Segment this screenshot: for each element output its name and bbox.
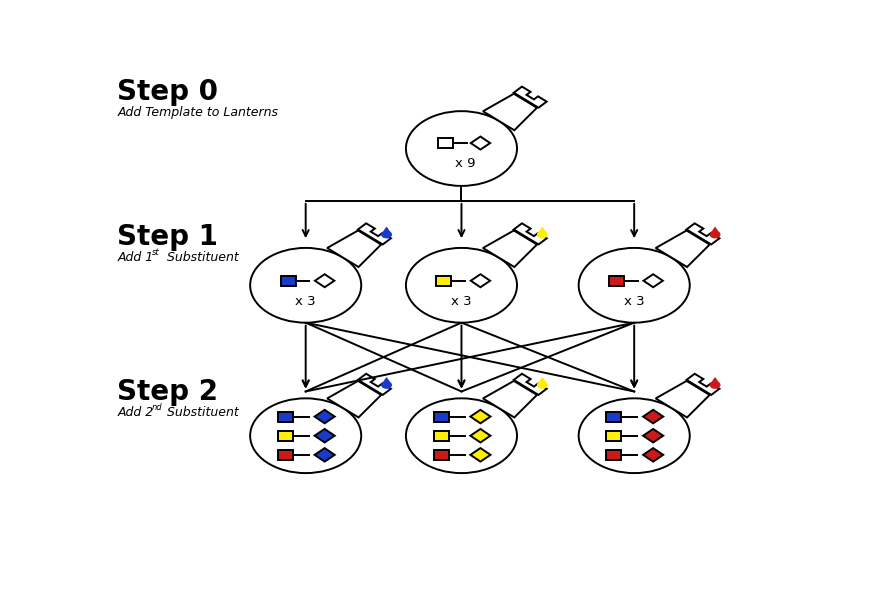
Polygon shape [327, 230, 381, 267]
Polygon shape [643, 429, 663, 442]
Circle shape [382, 231, 392, 238]
Circle shape [382, 382, 392, 388]
Text: st: st [152, 249, 160, 258]
Polygon shape [483, 230, 537, 267]
Circle shape [406, 398, 517, 473]
Polygon shape [656, 230, 710, 267]
Text: Step 1: Step 1 [117, 223, 218, 252]
Polygon shape [538, 227, 546, 234]
Circle shape [579, 248, 690, 323]
Circle shape [538, 382, 547, 388]
Bar [278, 450, 293, 460]
Polygon shape [315, 448, 335, 462]
Bar [607, 450, 621, 460]
Text: Step 0: Step 0 [117, 78, 218, 105]
Text: Substituent: Substituent [163, 252, 239, 265]
Polygon shape [483, 94, 537, 130]
Bar [436, 276, 451, 286]
Circle shape [711, 382, 720, 388]
Polygon shape [656, 381, 710, 417]
Polygon shape [315, 410, 335, 423]
Polygon shape [711, 378, 719, 384]
Text: Step 2: Step 2 [117, 378, 218, 406]
Bar [434, 411, 448, 422]
Polygon shape [711, 227, 719, 234]
Bar [607, 431, 621, 440]
Circle shape [406, 111, 517, 186]
Text: Add Template to Lanterns: Add Template to Lanterns [117, 107, 279, 120]
Polygon shape [470, 448, 490, 462]
Polygon shape [470, 429, 490, 442]
Bar [609, 276, 624, 286]
Text: x 3: x 3 [295, 295, 316, 308]
Polygon shape [643, 448, 663, 462]
Polygon shape [383, 227, 391, 234]
Bar [278, 431, 293, 440]
Bar [607, 411, 621, 422]
Text: Add 2: Add 2 [117, 407, 154, 419]
Text: Substituent: Substituent [163, 407, 239, 419]
Bar [278, 411, 293, 422]
Text: x 9: x 9 [454, 157, 475, 170]
Polygon shape [327, 381, 381, 417]
Bar [281, 276, 295, 286]
Text: x 3: x 3 [451, 295, 472, 308]
Bar [434, 450, 448, 460]
Text: nd: nd [152, 403, 163, 412]
Text: Add 1: Add 1 [117, 252, 154, 265]
Circle shape [538, 231, 547, 238]
Polygon shape [470, 410, 490, 423]
Bar [438, 138, 453, 148]
Polygon shape [483, 381, 537, 417]
Polygon shape [538, 378, 546, 384]
Circle shape [250, 398, 361, 473]
Polygon shape [383, 378, 391, 384]
Circle shape [250, 248, 361, 323]
Polygon shape [643, 410, 663, 423]
Circle shape [711, 231, 720, 238]
Circle shape [579, 398, 690, 473]
Text: x 3: x 3 [624, 295, 644, 308]
Bar [434, 431, 448, 440]
Circle shape [406, 248, 517, 323]
Polygon shape [315, 429, 335, 442]
